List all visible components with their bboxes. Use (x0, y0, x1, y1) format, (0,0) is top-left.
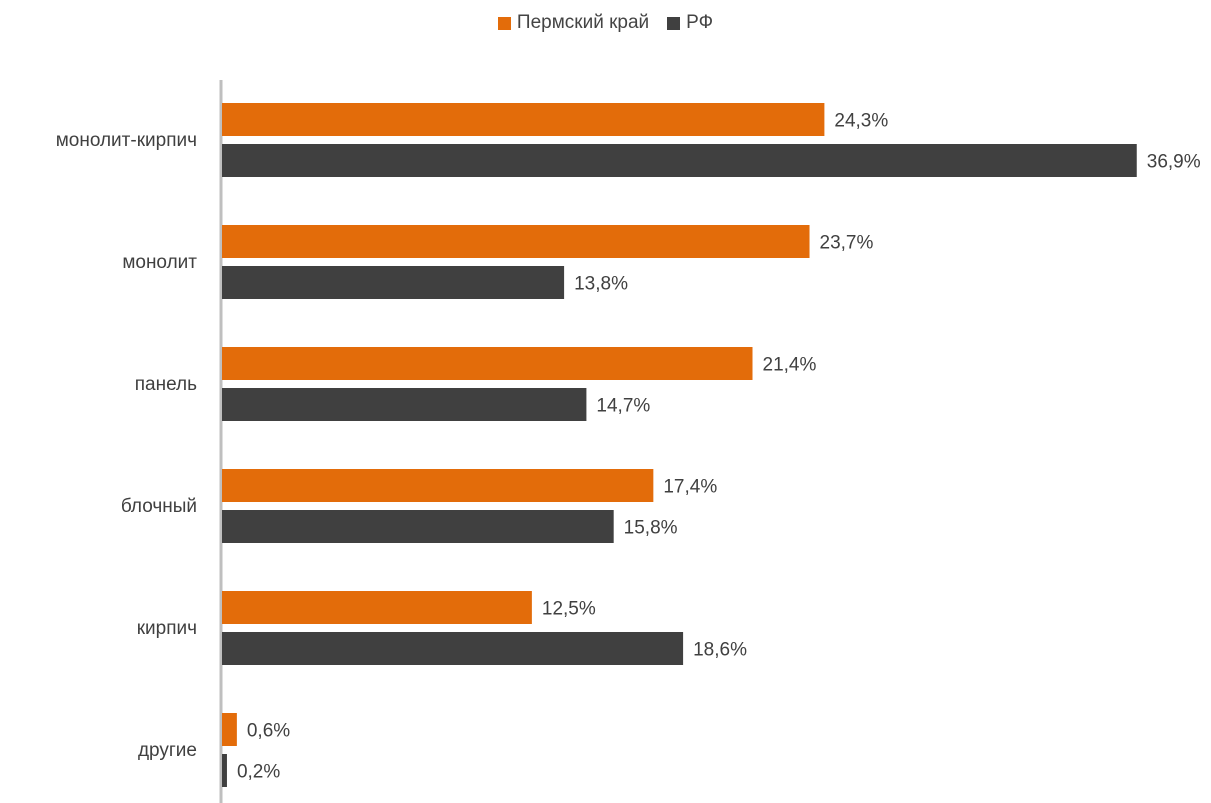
bar-series-1 (222, 266, 565, 299)
data-label-series-0: 24,3% (834, 111, 888, 132)
data-label-series-1: 0,2% (237, 762, 280, 783)
legend-item-series-1: РФ (667, 12, 713, 34)
category-label: монолит-кирпич (56, 130, 197, 151)
bar-series-1 (222, 754, 227, 787)
bar-series-1 (222, 510, 614, 543)
legend-label-series-1: РФ (686, 12, 714, 33)
data-label-series-1: 36,9% (1147, 152, 1201, 173)
chart-legend: Пермский край РФ (0, 12, 1211, 34)
bar-series-0 (222, 713, 237, 746)
data-label-series-0: 12,5% (542, 599, 596, 620)
data-label-series-0: 21,4% (763, 355, 817, 376)
data-label-series-0: 23,7% (820, 233, 874, 254)
bar-series-1 (222, 632, 684, 665)
data-label-series-1: 15,8% (624, 518, 678, 539)
bar-series-1 (222, 144, 1137, 177)
legend-swatch-series-0 (497, 16, 511, 30)
category-label: другие (138, 740, 197, 761)
category-label: кирпич (137, 618, 197, 639)
data-label-series-1: 18,6% (693, 640, 747, 661)
legend-item-series-0: Пермский край (497, 12, 650, 34)
data-label-series-0: 0,6% (247, 721, 290, 742)
bar-series-0 (222, 103, 825, 136)
category-label: блочный (121, 496, 197, 517)
bar-series-1 (222, 388, 587, 421)
data-label-series-1: 14,7% (596, 396, 650, 417)
bar-series-0 (222, 469, 654, 502)
bar-series-0 (222, 225, 810, 258)
bar-series-0 (222, 347, 753, 380)
data-label-series-1: 13,8% (574, 274, 628, 295)
data-label-series-0: 17,4% (663, 477, 717, 498)
category-label: монолит (122, 252, 197, 273)
category-label: панель (135, 374, 197, 395)
bar-series-0 (222, 591, 532, 624)
legend-label-series-0: Пермский край (516, 12, 650, 33)
legend-swatch-series-1 (667, 16, 681, 30)
